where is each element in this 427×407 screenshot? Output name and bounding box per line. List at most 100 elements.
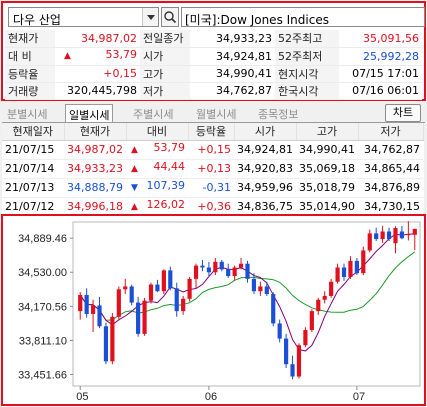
search-button[interactable] (161, 7, 179, 27)
index-name: [미국]:Dow Jones Indices (185, 13, 329, 27)
y-tick-label: 34,889.46 (18, 233, 67, 245)
table-row[interactable]: 21/07/15 34,987,02 ▲ 53,79 +0,15 34,924,8… (2, 140, 423, 160)
candle-body (174, 288, 179, 312)
quote-label: 저가 (140, 82, 190, 100)
candle-body (213, 261, 218, 273)
chart-button[interactable]: 차트 (385, 104, 421, 122)
rate-cell: +0,13 (188, 159, 234, 179)
quote-label: 52주최고 (275, 30, 339, 48)
tab-stock-info[interactable]: 종목정보 (258, 108, 299, 121)
korea-time-value: 07/16 06:01 (339, 82, 422, 100)
tab-bar: 분별시세 일별시세 주별시세 월별시세 종목정보 차트 (2, 104, 425, 123)
low-cell: 34,865,44 (358, 159, 423, 179)
candle-body (348, 260, 353, 277)
column-header: 대비 (126, 123, 189, 141)
volume-value: 320,445,798 (55, 82, 140, 100)
open-cell: 34,959,96 (234, 178, 296, 198)
candle-body (296, 345, 302, 377)
search-row: 다우 산업 [미국]:Dow Jones Indices (6, 7, 425, 27)
quote-label: 시가 (140, 47, 190, 66)
tab-monthly-quotes[interactable]: 월별시세 (196, 108, 237, 121)
quote-label: 52주최저 (275, 47, 339, 66)
open-cell: 34,920,83 (234, 159, 296, 179)
column-header: 고가 (296, 123, 359, 141)
change-cell: ▼ 107,39 (126, 178, 188, 198)
quote-label: 등락율 (5, 65, 55, 83)
high-cell: 35,014,90 (296, 197, 358, 217)
column-header: 현재가 (64, 123, 127, 141)
x-tick-label: 06 (205, 391, 217, 403)
candle-body (374, 233, 379, 240)
table-row[interactable]: 21/07/14 34,933,23 ▲ 44,44 +0,13 34,920,8… (2, 159, 423, 179)
52w-low-value: 25,992,28 (339, 47, 422, 66)
table-header-row: 현재일자 현재가 대비 등락율 시가 고가 저가 (2, 123, 424, 141)
up-arrow-icon: ▲ (131, 163, 138, 174)
tab-minute-quotes[interactable]: 분별시세 (7, 108, 48, 121)
table-row[interactable]: 21/07/13 34,888,79 ▼ 107,39 -0,31 34,959,… (2, 178, 423, 198)
change-cell: ▲ 44,44 (126, 159, 188, 179)
up-arrow-icon: ▲ (64, 50, 71, 61)
candle-body (284, 338, 289, 365)
candle-body (367, 233, 372, 251)
change-amount: 53,79 (105, 47, 138, 61)
market-select-value: 다우 산업 (13, 13, 61, 27)
candle-body (316, 299, 321, 312)
change-cell: ▲ 53,79 (126, 140, 188, 160)
candle-body (181, 298, 186, 312)
column-header: 시가 (234, 123, 297, 141)
date-cell: 21/07/14 (2, 159, 64, 179)
candle-body (386, 231, 392, 240)
market-select[interactable]: 다우 산업 (8, 7, 159, 27)
candle-body (354, 260, 359, 274)
tab-daily-quotes[interactable]: 일별시세 (65, 104, 114, 123)
y-tick-label: 33,811.10 (19, 335, 67, 347)
up-arrow-icon: ▲ (131, 144, 138, 155)
candle-body (129, 286, 134, 303)
candle-body (90, 305, 96, 314)
chevron-down-icon[interactable] (142, 8, 158, 26)
quote-label: 대 비 (5, 47, 55, 66)
candle-body (116, 289, 121, 317)
quote-label: 한국시각 (275, 82, 339, 100)
candle-body (97, 305, 102, 327)
candle-body (142, 300, 147, 334)
local-time-value: 07/15 17:01 (339, 65, 422, 83)
y-tick-label: 33,451.66 (18, 369, 67, 381)
candle-body (303, 330, 308, 346)
close-cell: 34,987,02 (64, 140, 126, 160)
candle-body (84, 294, 89, 314)
candle-body (238, 263, 244, 268)
change-rate-value: +0,15 (55, 65, 140, 83)
candle-body (271, 294, 276, 324)
low-value: 34,762,87 (190, 82, 275, 100)
low-cell: 34,876,89 (358, 178, 423, 198)
quote-label: 전일종가 (140, 30, 190, 48)
daily-quotes-table: 현재일자 현재가 대비 등락율 시가 고가 저가 21/07/15 34,987… (2, 123, 424, 217)
candlestick-chart[interactable]: 34,889.46 34,530.00 34,170.56 33,811.10 33,4… (3, 216, 424, 404)
candle-body (206, 267, 211, 273)
candle-body (187, 278, 192, 299)
candle-body (193, 265, 199, 279)
candle-body (168, 270, 173, 289)
candle-body (380, 231, 385, 240)
tab-weekly-quotes[interactable]: 주별시세 (133, 108, 174, 121)
candle-body (136, 302, 141, 334)
candle-body (161, 270, 166, 292)
candle-body (103, 326, 109, 362)
quote-row: 등락율 +0,15 고가 34,990,41 현지시각 07/15 17:01 (5, 65, 422, 83)
prev-close-value: 34,933,23 (190, 30, 275, 48)
candle-body (329, 281, 334, 296)
change-amount: 107,39 (146, 178, 186, 192)
column-header: 저가 (358, 123, 424, 141)
candle-body (393, 228, 398, 244)
quote-row: 거래량 320,445,798 저가 34,762,87 한국시각 07/16 … (5, 82, 422, 100)
index-name-field[interactable]: [미국]:Dow Jones Indices (181, 7, 425, 27)
quote-label: 현지시각 (275, 65, 339, 83)
candle-body (412, 228, 417, 235)
open-cell: 34,924,81 (234, 140, 296, 160)
column-header: 등락율 (188, 123, 235, 141)
high-cell: 35,018,79 (296, 178, 358, 198)
change-amount: 126,02 (146, 197, 186, 211)
candle-body (110, 316, 115, 362)
rate-cell: -0,31 (188, 178, 234, 198)
